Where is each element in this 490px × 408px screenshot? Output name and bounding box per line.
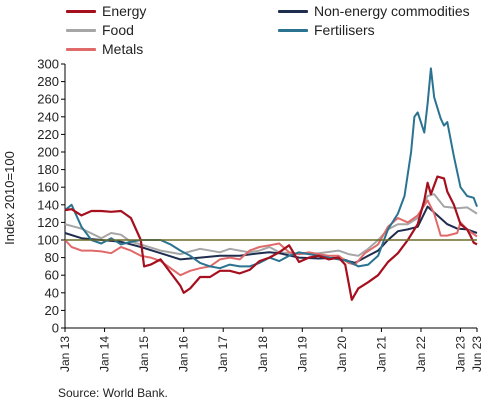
y-tick-label-60: 60 bbox=[45, 268, 59, 283]
y-tick-label-40: 40 bbox=[45, 285, 59, 300]
y-tick-label-200: 200 bbox=[37, 145, 59, 160]
legend-swatch-metals bbox=[66, 47, 96, 51]
y-tick-label-280: 280 bbox=[37, 74, 59, 89]
x-tick-label-8: Jan 21 bbox=[374, 336, 388, 372]
y-tick-label-240: 240 bbox=[37, 109, 59, 124]
legend-entry-metals: Metals bbox=[66, 41, 143, 57]
chart-legend: Energy Non-energy commodities Food Ferti… bbox=[0, 0, 490, 60]
y-tick-label-220: 220 bbox=[37, 127, 59, 142]
y-tick-label-100: 100 bbox=[37, 233, 59, 248]
legend-entry-fertilisers: Fertilisers bbox=[278, 22, 375, 38]
legend-swatch-food bbox=[66, 28, 96, 32]
legend-swatch-fertilisers bbox=[278, 28, 308, 32]
x-tick-label-1: Jan 14 bbox=[98, 336, 112, 372]
source-note: Source: World Bank. bbox=[58, 386, 168, 400]
legend-entry-food: Food bbox=[66, 22, 134, 38]
y-tick-label-160: 160 bbox=[37, 180, 59, 195]
x-tick-label-9: Jan 22 bbox=[414, 336, 428, 372]
x-tick-label-3: Jan 16 bbox=[177, 336, 191, 372]
legend-swatch-energy bbox=[66, 9, 96, 13]
y-tick-label-140: 140 bbox=[37, 197, 59, 212]
series-line-food bbox=[64, 193, 478, 257]
series-line-energy bbox=[64, 175, 478, 301]
x-tick-label-4: Jan 17 bbox=[216, 336, 230, 372]
x-tick-label-6: Jan 19 bbox=[295, 336, 309, 372]
y-axis-label: Index 2010=100 bbox=[2, 151, 17, 245]
y-tick-label-20: 20 bbox=[45, 303, 59, 318]
legend-label-non-energy: Non-energy commodities bbox=[314, 3, 470, 19]
y-tick-label-80: 80 bbox=[45, 250, 59, 265]
legend-swatch-non-energy bbox=[278, 9, 308, 13]
x-tick-label-10: Jan 23 bbox=[454, 336, 468, 372]
legend-label-food: Food bbox=[102, 22, 134, 38]
x-tick-label-7: Jan 20 bbox=[335, 336, 349, 372]
x-tick-label-11: Jun 23 bbox=[470, 336, 484, 372]
legend-entry-non-energy: Non-energy commodities bbox=[278, 3, 470, 19]
x-tick-label-2: Jan 15 bbox=[137, 336, 151, 372]
y-tick-label-120: 120 bbox=[37, 215, 59, 230]
legend-label-energy: Energy bbox=[102, 3, 147, 19]
y-tick-label-0: 0 bbox=[52, 321, 59, 336]
y-tick-label-180: 180 bbox=[37, 162, 59, 177]
x-tick-label-0: Jan 13 bbox=[58, 336, 72, 372]
x-tick-label-5: Jan 18 bbox=[256, 336, 270, 372]
legend-label-metals: Metals bbox=[102, 41, 144, 57]
legend-entry-energy: Energy bbox=[66, 3, 146, 19]
y-tick-label-260: 260 bbox=[37, 92, 59, 107]
legend-label-fertilisers: Fertilisers bbox=[314, 22, 375, 38]
y-tick-label-300: 300 bbox=[37, 57, 59, 72]
series-line-metals bbox=[64, 199, 478, 277]
